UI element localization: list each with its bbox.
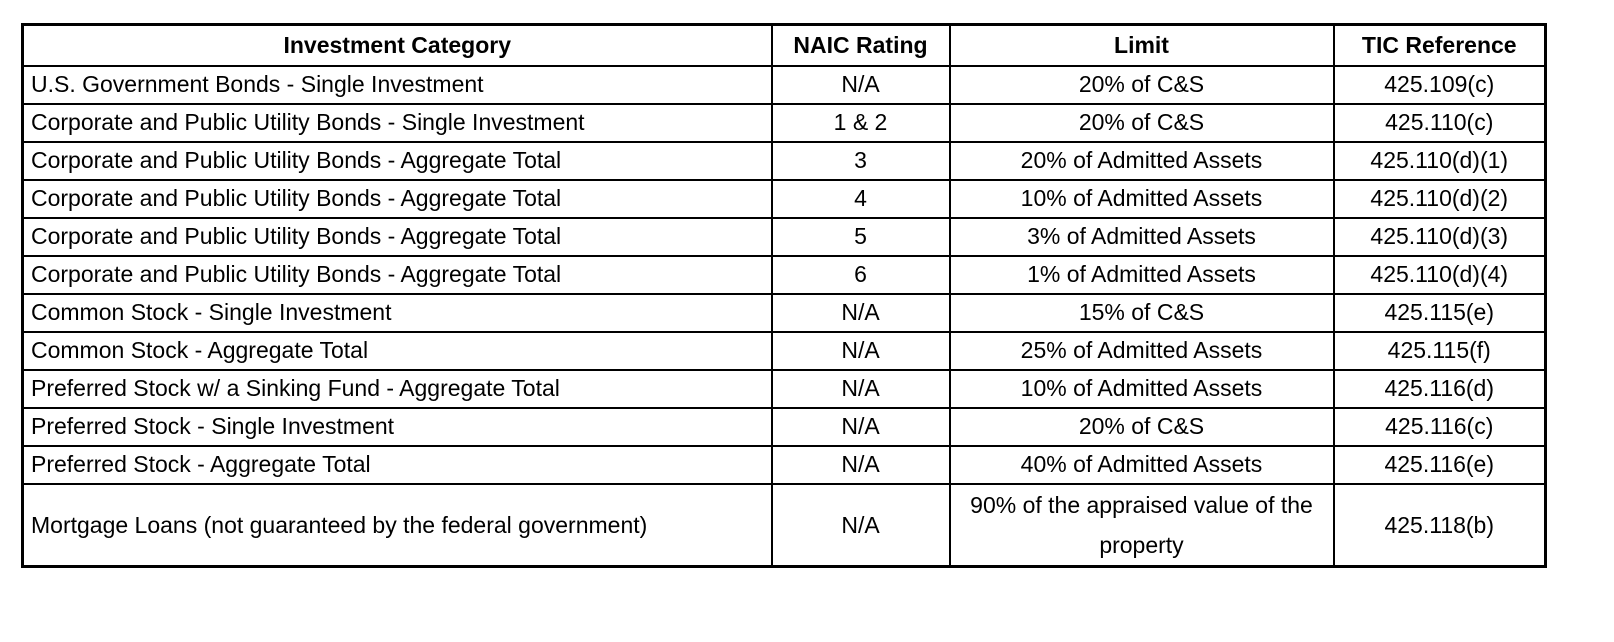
cell-limit: 25% of Admitted Assets xyxy=(948,330,1335,371)
cell-reference: 425.116(c) xyxy=(1332,406,1547,447)
table-row: Corporate and Public Utility Bonds - Agg… xyxy=(21,178,1547,219)
cell-rating: N/A xyxy=(770,368,951,409)
cell-rating: 5 xyxy=(770,216,951,257)
header-investment-category: Investment Category xyxy=(21,23,773,67)
table-row: Corporate and Public Utility Bonds - Agg… xyxy=(21,216,1547,257)
table-row: Corporate and Public Utility Bonds - Sin… xyxy=(21,102,1547,143)
table-row: Corporate and Public Utility Bonds - Agg… xyxy=(21,254,1547,295)
cell-limit: 10% of Admitted Assets xyxy=(948,178,1335,219)
cell-limit: 20% of C&S xyxy=(948,406,1335,447)
table-row: Preferred Stock - Single Investment N/A … xyxy=(21,406,1547,447)
cell-rating: 3 xyxy=(770,140,951,181)
cell-category: Corporate and Public Utility Bonds - Agg… xyxy=(21,216,773,257)
cell-limit: 90% of the appraised value of the proper… xyxy=(948,482,1335,568)
cell-limit: 1% of Admitted Assets xyxy=(948,254,1335,295)
cell-reference: 425.110(c) xyxy=(1332,102,1547,143)
table-row: Preferred Stock - Aggregate Total N/A 40… xyxy=(21,444,1547,485)
cell-reference: 425.110(d)(2) xyxy=(1332,178,1547,219)
cell-limit: 20% of Admitted Assets xyxy=(948,140,1335,181)
table-row: U.S. Government Bonds - Single Investmen… xyxy=(21,64,1547,105)
cell-category: Corporate and Public Utility Bonds - Agg… xyxy=(21,254,773,295)
cell-category: Corporate and Public Utility Bonds - Agg… xyxy=(21,140,773,181)
header-limit: Limit xyxy=(948,23,1335,67)
cell-category: Corporate and Public Utility Bonds - Sin… xyxy=(21,102,773,143)
cell-reference: 425.116(d) xyxy=(1332,368,1547,409)
header-naic-rating: NAIC Rating xyxy=(770,23,951,67)
cell-limit: 3% of Admitted Assets xyxy=(948,216,1335,257)
cell-reference: 425.115(f) xyxy=(1332,330,1547,371)
cell-rating: N/A xyxy=(770,482,951,568)
cell-rating: N/A xyxy=(770,330,951,371)
cell-category: Mortgage Loans (not guaranteed by the fe… xyxy=(21,482,773,568)
header-row: Investment Category NAIC Rating Limit TI… xyxy=(21,23,1547,67)
cell-rating: N/A xyxy=(770,444,951,485)
table-row: Common Stock - Single Investment N/A 15%… xyxy=(21,292,1547,333)
cell-reference: 425.110(d)(1) xyxy=(1332,140,1547,181)
cell-limit: 20% of C&S xyxy=(948,102,1335,143)
cell-category: Preferred Stock - Single Investment xyxy=(21,406,773,447)
table-row: Mortgage Loans (not guaranteed by the fe… xyxy=(21,482,1547,568)
cell-category: Common Stock - Single Investment xyxy=(21,292,773,333)
cell-reference: 425.110(d)(4) xyxy=(1332,254,1547,295)
investment-limits-table: Investment Category NAIC Rating Limit TI… xyxy=(21,23,1547,568)
table-row: Preferred Stock w/ a Sinking Fund - Aggr… xyxy=(21,368,1547,409)
cell-reference: 425.115(e) xyxy=(1332,292,1547,333)
cell-reference: 425.110(d)(3) xyxy=(1332,216,1547,257)
cell-rating: 4 xyxy=(770,178,951,219)
table-row: Corporate and Public Utility Bonds - Agg… xyxy=(21,140,1547,181)
cell-rating: 6 xyxy=(770,254,951,295)
cell-limit: 15% of C&S xyxy=(948,292,1335,333)
cell-rating: N/A xyxy=(770,406,951,447)
cell-rating: N/A xyxy=(770,292,951,333)
header-tic-reference: TIC Reference xyxy=(1332,23,1547,67)
cell-category: U.S. Government Bonds - Single Investmen… xyxy=(21,64,773,105)
investment-limits-table-container: Investment Category NAIC Rating Limit TI… xyxy=(21,23,1547,568)
cell-limit: 20% of C&S xyxy=(948,64,1335,105)
cell-reference: 425.118(b) xyxy=(1332,482,1547,568)
cell-rating: 1 & 2 xyxy=(770,102,951,143)
cell-limit: 40% of Admitted Assets xyxy=(948,444,1335,485)
cell-reference: 425.116(e) xyxy=(1332,444,1547,485)
cell-rating: N/A xyxy=(770,64,951,105)
cell-reference: 425.109(c) xyxy=(1332,64,1547,105)
cell-category: Corporate and Public Utility Bonds - Agg… xyxy=(21,178,773,219)
cell-category: Common Stock - Aggregate Total xyxy=(21,330,773,371)
table-row: Common Stock - Aggregate Total N/A 25% o… xyxy=(21,330,1547,371)
cell-category: Preferred Stock - Aggregate Total xyxy=(21,444,773,485)
cell-limit: 10% of Admitted Assets xyxy=(948,368,1335,409)
cell-category: Preferred Stock w/ a Sinking Fund - Aggr… xyxy=(21,368,773,409)
